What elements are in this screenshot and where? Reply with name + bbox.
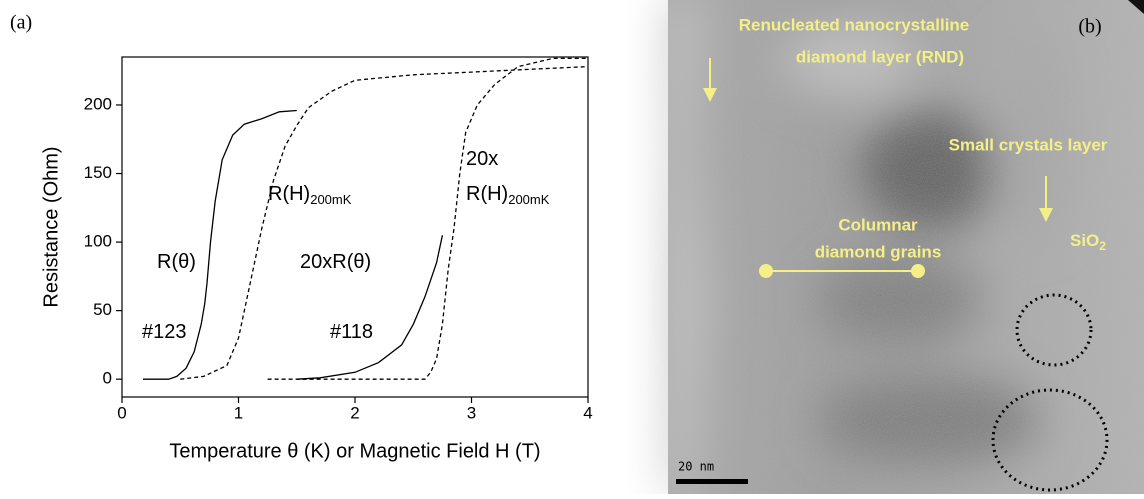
annotation: R(θ) (157, 251, 196, 273)
sio2-sub: 2 (1099, 239, 1106, 253)
panel-label: (b) (1078, 16, 1101, 38)
annotation-sub: 200mK (508, 192, 550, 207)
annotation: R(H)200mK (268, 183, 352, 207)
scale-bar-label: 20 nm (678, 460, 714, 474)
annotation-sub: 200mK (310, 192, 352, 207)
annotation-text: 20xR(θ) (300, 251, 371, 273)
annotation-text: R(H) (466, 183, 508, 205)
x-tick-label: 0 (117, 403, 126, 422)
span-end (759, 264, 773, 278)
image-annotation: Columnar (838, 215, 918, 234)
annotation: 20x (466, 148, 498, 170)
y-tick-label: 0 (103, 369, 112, 388)
data-line (268, 58, 588, 379)
image-annotation: Renucleated nanocrystalline (739, 15, 970, 34)
y-tick-label: 50 (93, 300, 112, 319)
y-axis-label: Resistance (Ohm) (40, 146, 62, 307)
image-annotation: diamond layer (RND) (796, 47, 964, 66)
y-tick-label: 100 (84, 232, 112, 251)
annotation: 20xR(θ) (300, 251, 371, 273)
x-tick-label: 2 (350, 403, 359, 422)
annotation-text: #123 (142, 321, 187, 343)
x-tick-label: 3 (467, 403, 476, 422)
image-annotation: diamond grains (815, 242, 942, 261)
x-tick-label: 4 (583, 403, 592, 422)
scale-bar (676, 479, 748, 484)
data-line (180, 67, 588, 380)
y-tick-label: 150 (84, 163, 112, 182)
annotation: #118 (330, 321, 373, 343)
annotation-text: R(θ) (157, 251, 196, 273)
span-end (911, 264, 925, 278)
x-axis-label: Temperature θ (K) or Magnetic Field H (T… (169, 440, 540, 462)
micrograph: 20 nm (b) Renucleated nanocrystalline di… (668, 0, 1144, 494)
plot-frame (122, 57, 588, 397)
annotation-text: #118 (330, 321, 373, 343)
annotation-text: 20x (466, 148, 498, 170)
page: {"chart_data": {"type": "line", "label":… (0, 0, 1144, 494)
sio2-text: SiO (1070, 231, 1099, 250)
annotation-text: R(H) (268, 183, 310, 205)
figure: (a) Temperature θ (K) or Magnetic Field … (0, 0, 1144, 494)
annotation: R(H)200mK (466, 183, 550, 207)
panel-label: (a) (10, 12, 32, 34)
image-annotation: Small crystals layer (949, 135, 1108, 154)
x-tick-label: 1 (234, 403, 243, 422)
y-tick-label: 200 (84, 94, 112, 113)
annotation: #123 (142, 321, 187, 343)
